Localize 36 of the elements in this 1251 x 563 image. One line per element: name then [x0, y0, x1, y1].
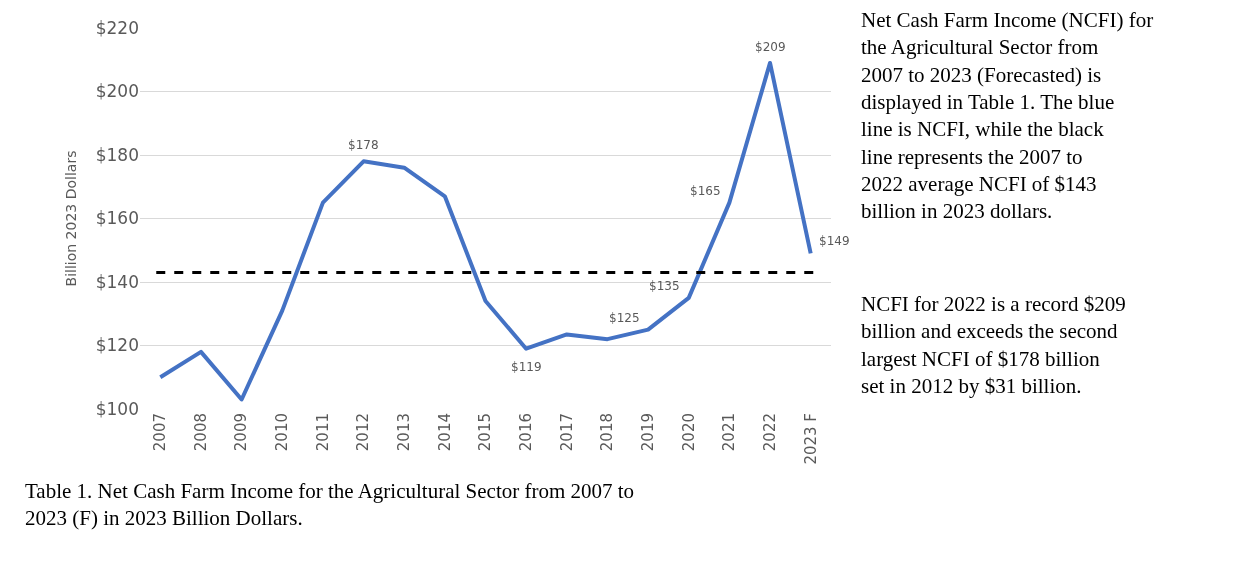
y-tick-label: $120	[95, 335, 139, 356]
x-tick-label: 2021	[720, 413, 739, 452]
x-tick-label: 2012	[354, 413, 373, 452]
x-tick-label: 2018	[598, 413, 617, 452]
data-label: $149	[819, 234, 850, 248]
y-tick-label: $160	[95, 208, 139, 229]
y-tick-label: $220	[95, 17, 139, 38]
data-label: $209	[755, 40, 786, 54]
y-tick-label: $180	[95, 144, 139, 165]
data-label: $178	[348, 138, 379, 152]
x-tick-label: 2013	[395, 413, 414, 452]
x-tick-label: 2016	[517, 413, 536, 452]
x-tick-label: 2009	[232, 413, 251, 452]
x-tick-label: 2007	[151, 413, 170, 452]
x-tick-label: 2017	[557, 413, 576, 452]
x-tick-label: 2014	[435, 413, 454, 452]
x-tick-label: 2023 F	[801, 413, 820, 465]
data-label: $165	[690, 184, 721, 198]
y-tick-label: $140	[95, 271, 139, 292]
x-tick-label: 2015	[476, 413, 495, 452]
data-label: $119	[511, 360, 542, 374]
data-label: $135	[649, 279, 680, 293]
text: NCFI for 2022 is a record $209 billion and exceeds the second largest NCFI of $178 billion set in 2012 by $31 billion.	[861, 292, 1126, 398]
x-tick-label: 2019	[638, 413, 657, 452]
data-label: $125	[609, 311, 640, 325]
x-tick-label: 2011	[313, 413, 332, 452]
x-tick-label: 2008	[191, 413, 210, 452]
line-series	[158, 60, 813, 402]
y-tick-label: $200	[95, 81, 139, 102]
x-tick-label: 2010	[273, 413, 292, 452]
x-tick-label: 2022	[760, 413, 779, 452]
y-tick-label: $100	[95, 398, 139, 419]
y-axis-title: Billion 2023 Dollars	[63, 150, 80, 287]
x-tick-label: 2020	[679, 413, 698, 452]
caption: Table 1. Net Cash Farm Income for the Agricultural Sector from 2007 to 2023 (F) in 2023 Billion Dollars.	[25, 479, 635, 531]
text: Net Cash Farm Income (NCFI) for the Agricultural Sector from 2007 to 2023 (Forecasted) is displayed in Table 1. The blue line is NCFI, while the black line represents the 2007 to 2022 average NCFI of $143 billion in 2023 dollars.	[861, 8, 1154, 224]
